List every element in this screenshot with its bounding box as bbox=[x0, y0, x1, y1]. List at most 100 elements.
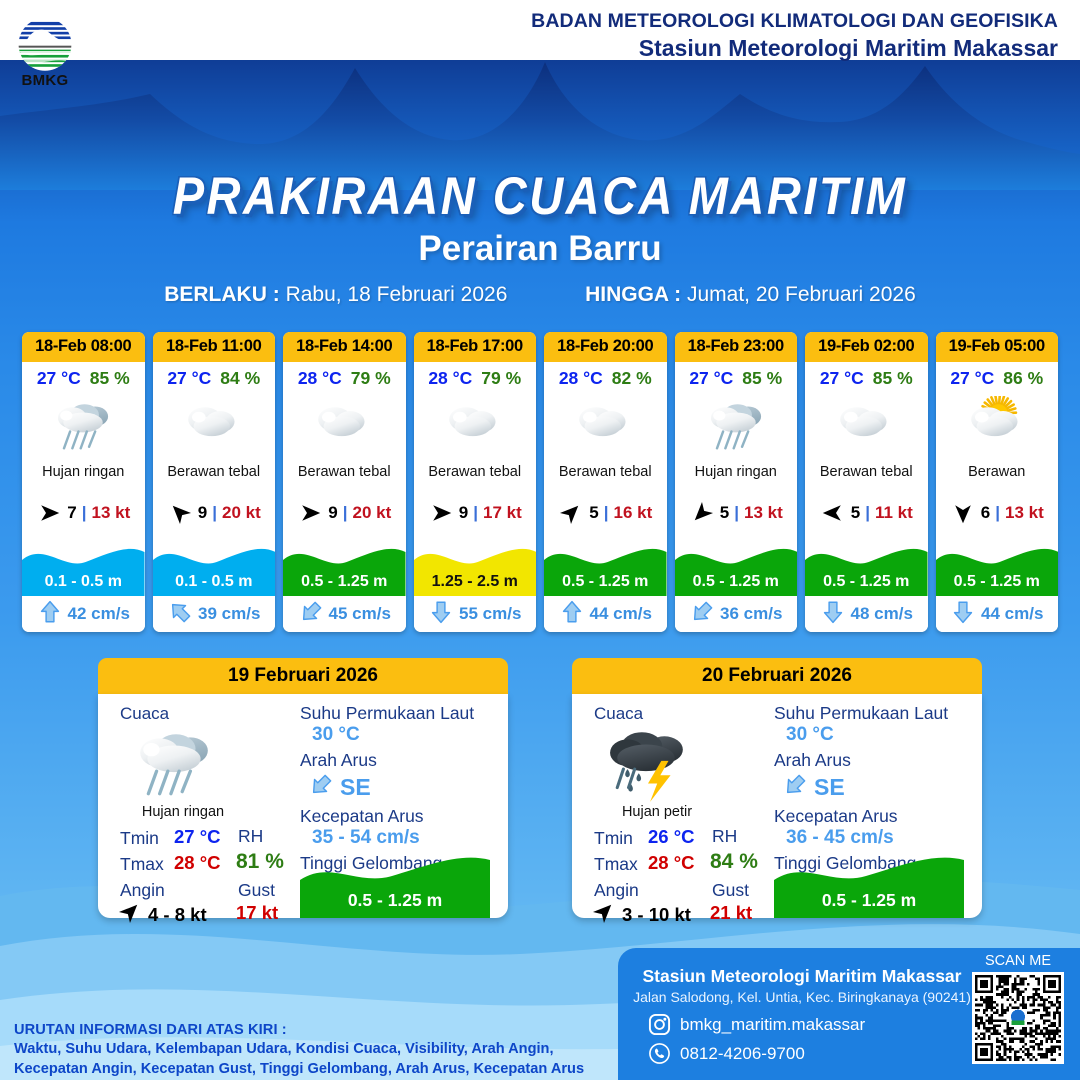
angin-row: 3 - 10 kt bbox=[592, 900, 691, 929]
hourly-forecast-card[interactable]: 18-Feb 20:00 28 °C 82 % Berawan tebal bbox=[544, 332, 667, 632]
current-speed: 39 cm/s bbox=[198, 604, 261, 623]
weather-condition: Hujan ringan bbox=[42, 464, 125, 480]
weather-condition: Berawan bbox=[968, 464, 1026, 480]
weather-condition: Berawan tebal bbox=[819, 464, 913, 480]
wave-height: 0.5 - 1.25 m bbox=[562, 573, 649, 590]
current-direction-slot bbox=[298, 599, 324, 630]
daily-forecast-panel[interactable]: 20 Februari 2026 Cuaca bbox=[572, 658, 982, 925]
current-direction-slot bbox=[950, 599, 976, 630]
cuaca-label: Cuaca bbox=[120, 704, 170, 723]
daily-wave-height: 0.5 - 1.25 m bbox=[347, 890, 443, 910]
weather-icon-slot bbox=[414, 391, 537, 463]
wave-height: 1.25 - 2.5 m bbox=[431, 573, 518, 590]
daily-weather-icon-slot bbox=[120, 724, 230, 802]
humidity: 85 % bbox=[89, 368, 130, 388]
hourly-forecast-row: 18-Feb 08:00 27 °C 85 % Hu bbox=[22, 332, 1058, 632]
separator: | bbox=[734, 503, 739, 522]
weather-icon-slot bbox=[675, 391, 798, 463]
rh-label: RH bbox=[238, 826, 264, 846]
wind-direction-slot bbox=[36, 502, 62, 524]
hourly-forecast-card[interactable]: 18-Feb 11:00 27 °C 84 % Berawan tebal bbox=[152, 332, 275, 632]
visibility: 7 bbox=[67, 503, 77, 522]
wind-direction-arrow-icon bbox=[592, 904, 612, 924]
weather-condition: Berawan tebal bbox=[167, 464, 261, 480]
agency-name: BADAN METEOROLOGI KLIMATOLOGI DAN GEOFIS… bbox=[531, 10, 1058, 32]
current-direction-arrow-icon bbox=[693, 601, 713, 620]
gust-value: 21 kt bbox=[710, 902, 753, 923]
visibility: 6 bbox=[980, 503, 991, 522]
legend-line-3: Kecepatan Angin, Kecepatan Gust, Tinggi … bbox=[14, 1060, 585, 1077]
footer-address: Jalan Salodong, Kel. Untia, Kec. Biringk… bbox=[633, 989, 971, 1005]
visibility: 5 bbox=[589, 503, 599, 522]
top-wave-decoration bbox=[0, 62, 1080, 190]
arus-speed-value: 35 - 54 cm/s bbox=[312, 827, 420, 849]
weather-icon-cloud-thick bbox=[318, 407, 365, 437]
wind-speed: 20 kt bbox=[352, 503, 392, 522]
humidity: 85 % bbox=[872, 368, 913, 388]
wind-direction-slot bbox=[820, 502, 846, 524]
bmkg-logo-icon bbox=[18, 17, 72, 71]
hourly-forecast-card[interactable]: 18-Feb 08:00 27 °C 85 % Hu bbox=[22, 332, 145, 632]
weather-icon-cloud-thick bbox=[840, 407, 887, 437]
wind-speed: 17 kt bbox=[482, 503, 522, 522]
wave-band bbox=[544, 540, 667, 596]
forecast-time: 18-Feb 17:00 bbox=[413, 332, 536, 362]
forecast-time: 18-Feb 11:00 bbox=[152, 332, 275, 362]
daily-date: 19 Februari 2026 bbox=[98, 658, 508, 694]
valid-from-label: BERLAKU : bbox=[164, 283, 280, 306]
current-direction-arrow-icon bbox=[786, 774, 806, 793]
hourly-forecast-card[interactable]: 18-Feb 23:00 27 °C 85 % Hu bbox=[674, 332, 798, 632]
instagram-row[interactable]: bmkg_maritim.makassar bbox=[648, 1013, 865, 1036]
forecast-time: 19-Feb 05:00 bbox=[935, 332, 1058, 362]
hourly-forecast-card[interactable]: 19-Feb 02:00 27 °C 85 % Berawan tebal bbox=[805, 332, 928, 632]
visibility: 9 bbox=[328, 503, 338, 522]
weather-icon-cloud-thick bbox=[448, 407, 496, 437]
hourly-forecast-card[interactable]: 19-Feb 05:00 27 °C 86 % Berawan 6 bbox=[935, 332, 1058, 632]
air-temperature: 28 °C bbox=[428, 368, 473, 388]
angin-direction-slot bbox=[592, 900, 616, 929]
hourly-forecast-card[interactable]: 18-Feb 17:00 28 °C 79 % Berawan tebal bbox=[413, 332, 537, 632]
instagram-handle: bmkg_maritim.makassar bbox=[680, 1014, 866, 1034]
tmin-value: 26 °C bbox=[648, 826, 695, 847]
wave-label: Tinggi Gelombang bbox=[300, 853, 443, 874]
separator: | bbox=[865, 503, 870, 522]
wind-direction-arrow-icon bbox=[172, 505, 191, 525]
tmax-value: 28 °C bbox=[174, 852, 221, 873]
hourly-forecast-card[interactable]: 18-Feb 14:00 28 °C 79 % Berawan tebal bbox=[283, 332, 406, 632]
valid-to-value: Jumat, 20 Februari 2026 bbox=[686, 283, 916, 306]
phone-row[interactable]: 0812-4206-9700 bbox=[648, 1042, 805, 1065]
weather-icon-slot bbox=[283, 391, 406, 463]
wind-direction-slot bbox=[689, 501, 715, 524]
arus-direction-slot bbox=[308, 772, 334, 803]
gust-label: Gust bbox=[238, 880, 275, 900]
current-speed: 42 cm/s bbox=[67, 604, 130, 623]
visibility: 9 bbox=[197, 503, 208, 522]
wind-direction-arrow-icon bbox=[694, 501, 713, 521]
cuaca-label: Cuaca bbox=[594, 704, 644, 723]
daily-forecast-panel[interactable]: 19 Februari 2026 Cuaca Hujan ringan bbox=[98, 658, 508, 925]
tmin-label: Tmin bbox=[120, 828, 159, 848]
current-direction-slot bbox=[167, 599, 193, 630]
angin-value: 4 - 8 kt bbox=[148, 903, 207, 925]
wind-direction-slot bbox=[950, 502, 976, 524]
air-temperature: 27 °C bbox=[819, 368, 864, 388]
separator: | bbox=[342, 503, 348, 522]
wind-direction-arrow-icon bbox=[432, 505, 451, 521]
daily-condition: Hujan ringan bbox=[141, 804, 225, 820]
current-direction-arrow-icon bbox=[171, 603, 191, 622]
arus-dir-label: Arah Arus bbox=[300, 750, 377, 771]
humidity: 79 % bbox=[350, 368, 391, 388]
separator: | bbox=[212, 503, 217, 522]
wind-direction-arrow-icon bbox=[822, 505, 841, 521]
humidity: 85 % bbox=[742, 368, 783, 388]
wave-band bbox=[22, 540, 145, 596]
weather-icon-sun-cloud bbox=[970, 396, 1018, 437]
air-temperature: 27 °C bbox=[36, 368, 81, 388]
wave-band bbox=[805, 540, 928, 596]
weather-icon-slot bbox=[544, 391, 667, 463]
forecast-time: 19-Feb 02:00 bbox=[805, 332, 928, 362]
qr-code[interactable] bbox=[972, 972, 1064, 1064]
weather-condition: Berawan tebal bbox=[297, 464, 391, 480]
current-speed: 44 cm/s bbox=[589, 604, 652, 623]
gust-value: 17 kt bbox=[236, 902, 279, 923]
